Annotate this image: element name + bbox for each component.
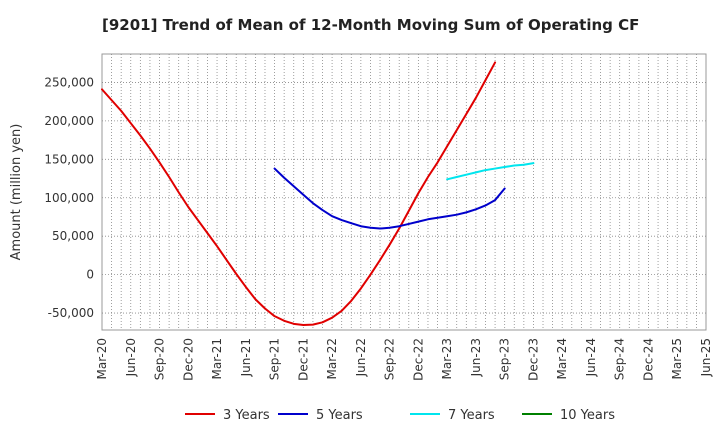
x-tick-label: Dec-24 xyxy=(641,338,655,381)
series-line-3-years xyxy=(101,61,497,326)
x-tick-label: Sep-22 xyxy=(383,338,397,380)
x-tick-label: Mar-21 xyxy=(210,338,224,379)
legend-label: 5 Years xyxy=(316,408,363,423)
y-tick-label: 150,000 xyxy=(44,152,94,166)
x-tick-label: Sep-20 xyxy=(153,338,167,380)
x-tick-label: Dec-20 xyxy=(181,338,195,381)
y-tick-label: 0 xyxy=(86,268,94,282)
plot-area xyxy=(101,53,707,331)
x-tick-label: Sep-21 xyxy=(268,338,282,380)
x-tick-label: Mar-23 xyxy=(440,338,454,379)
x-tick-label: Jun-25 xyxy=(699,338,713,377)
x-tick-label: Dec-21 xyxy=(296,338,310,381)
x-axis-ticks: Mar-20 Jun-20 Sep-20 Dec-20 Mar-21 Jun-21 Sep-… xyxy=(95,338,713,381)
x-tick-label: Mar-20 xyxy=(95,338,109,379)
y-tick-label: -50,000 xyxy=(48,306,94,320)
x-tick-label: Jun-20 xyxy=(124,338,138,377)
x-tick-label: Dec-22 xyxy=(411,338,425,381)
x-tick-label: Mar-24 xyxy=(555,338,569,379)
x-tick-label: Mar-22 xyxy=(325,338,339,379)
x-tick-label: Sep-24 xyxy=(613,338,627,380)
y-tick-label: 200,000 xyxy=(44,114,94,128)
x-tick-label: Jun-24 xyxy=(584,338,598,377)
x-tick-label: Mar-25 xyxy=(670,338,684,379)
legend-label: 7 Years xyxy=(448,408,495,423)
y-axis-ticks: -50,000 0 50,000 100,000 150,000 200,000 250,0… xyxy=(44,75,94,320)
x-tick-label: Dec-23 xyxy=(526,338,540,381)
x-tick-label: Jun-22 xyxy=(354,338,368,377)
series-line-7-years xyxy=(446,162,535,181)
y-tick-label: 100,000 xyxy=(44,191,94,205)
legend: 3 Years 5 Years 7 Years 10 Years xyxy=(185,408,615,423)
series-lines xyxy=(101,61,535,326)
x-tick-label: Jun-23 xyxy=(469,338,483,377)
chart-title: [9201] Trend of Mean of 12-Month Moving … xyxy=(102,16,639,34)
legend-label: 3 Years xyxy=(223,408,270,423)
y-tick-label: 50,000 xyxy=(52,229,94,243)
legend-label: 10 Years xyxy=(560,408,615,423)
x-tick-label: Sep-23 xyxy=(498,338,512,380)
y-tick-label: 250,000 xyxy=(44,75,94,89)
series-line-5-years xyxy=(273,167,506,230)
y-axis-label: Amount (million yen) xyxy=(9,124,24,261)
x-tick-label: Jun-21 xyxy=(239,338,253,377)
